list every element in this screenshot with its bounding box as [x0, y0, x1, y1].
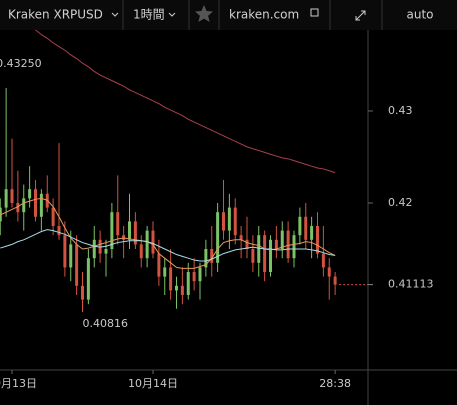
dropdown-icon: [111, 12, 119, 17]
candle-body: [180, 285, 184, 296]
candle-body: [34, 189, 37, 217]
candle-body: [10, 189, 14, 203]
y-tick-label: 0.43: [388, 104, 413, 117]
candle-body: [92, 239, 96, 259]
candle-body: [28, 189, 32, 199]
candle-body: [81, 285, 84, 300]
candle-body: [327, 267, 331, 277]
candle-body: [4, 189, 8, 208]
candle-body: [151, 230, 155, 254]
moving-average: [0, 229, 336, 262]
candle-body: [139, 244, 143, 259]
candle-body: [175, 285, 178, 291]
y-tick-label: 0.42: [388, 196, 413, 209]
candle-body: [16, 202, 20, 213]
candle-body: [192, 272, 196, 282]
candle-body: [75, 244, 79, 286]
candle-body: [222, 212, 225, 231]
candle-body: [227, 207, 231, 231]
x-tick-label: 10月14日: [128, 377, 178, 390]
fullscreen-icon[interactable]: [355, 10, 366, 21]
candle-body: [116, 212, 120, 236]
low-label: 0.40816: [83, 317, 129, 330]
candle-body: [39, 193, 43, 217]
candle-body: [128, 221, 131, 240]
last-price-label: 0.41113: [388, 278, 434, 291]
candle-body: [157, 253, 161, 277]
toolbar-bg: [0, 0, 457, 30]
toolbar: Kraken XRPUSD 1時間 kraken.com auto: [0, 0, 457, 30]
candle-body: [292, 235, 296, 259]
candle-body: [233, 207, 237, 236]
symbol[interactable]: Kraken XRPUSD: [8, 8, 103, 22]
candle-body: [163, 267, 167, 277]
star-icon[interactable]: [195, 5, 213, 22]
interval[interactable]: 1時間: [133, 8, 165, 22]
candle-body: [310, 225, 314, 240]
candle-body: [251, 248, 255, 263]
candle-body: [110, 212, 114, 249]
candle-body: [321, 253, 325, 268]
dropdown-icon: [168, 12, 176, 17]
candle-body: [269, 239, 272, 273]
candle-body: [304, 216, 308, 240]
candle-body: [280, 230, 284, 249]
candle-body: [263, 235, 267, 273]
candle-body: [86, 258, 90, 300]
candle-body: [198, 267, 202, 282]
candle-body: [169, 267, 173, 291]
candle-body: [274, 239, 278, 249]
candle-body: [186, 272, 190, 296]
site-link[interactable]: kraken.com: [229, 8, 299, 22]
candle-body: [145, 230, 149, 259]
moving-average: [0, 197, 336, 269]
candle-body: [298, 216, 302, 236]
candle-body: [57, 225, 61, 236]
candle-body: [204, 248, 208, 268]
scale-mode[interactable]: auto: [406, 8, 433, 22]
candle-body: [286, 230, 290, 259]
candle-body: [239, 235, 243, 240]
x-tick-label: 10月13日: [0, 377, 37, 390]
candle-body: [245, 239, 249, 249]
candle-body: [210, 248, 214, 263]
candle-body: [316, 225, 319, 254]
candle-body: [133, 221, 137, 245]
candle-body: [51, 207, 55, 226]
candle-body: [216, 212, 220, 263]
candle-body: [257, 235, 261, 263]
external-icon: [310, 8, 319, 17]
moving-average: [35, 29, 336, 174]
high-label: 0.43250: [0, 57, 42, 70]
candle-body: [69, 244, 73, 268]
candle-body: [22, 198, 26, 213]
candle-body: [104, 248, 108, 254]
candle-body: [333, 276, 337, 285]
candle-body: [63, 235, 67, 268]
x-tick-label: 28:38: [319, 377, 351, 390]
